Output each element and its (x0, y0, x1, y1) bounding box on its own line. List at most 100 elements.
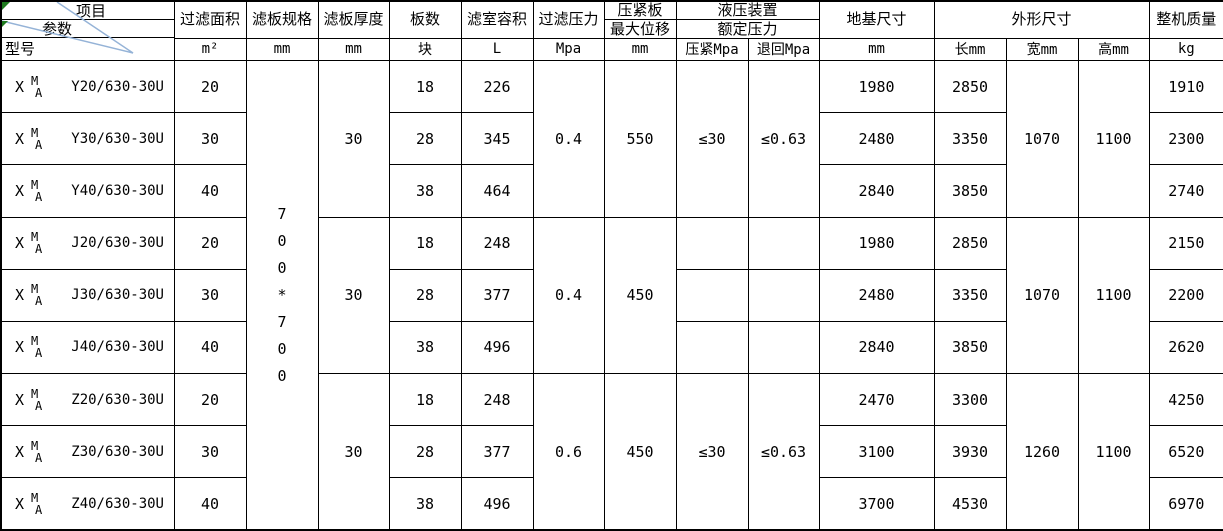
thickness-cell: 30 (317, 216, 390, 375)
model-sup: M (31, 386, 39, 401)
height-cell: 1100 (1077, 60, 1150, 218)
model-prefix: X (15, 338, 25, 357)
model-sup: M (31, 73, 39, 88)
model-prefix: X (15, 129, 25, 148)
length-cell: 3850 (933, 320, 1007, 375)
area-cell: 30 (173, 112, 247, 166)
model-sub: A (35, 190, 43, 204)
model-sup: M (31, 178, 39, 192)
plate-count-cell: 38 (388, 477, 462, 531)
pressure-cell: 0.6 (532, 373, 605, 531)
header-total-mass: 整机质量 (1148, 0, 1223, 39)
foundation-cell: 1980 (818, 216, 935, 270)
foundation-cell: 2480 (818, 112, 935, 166)
width-cell: 1070 (1005, 60, 1079, 218)
header-rated-pressure: 额定压力 (675, 19, 820, 39)
model-cell: X M A Y20/630-30U (0, 60, 175, 114)
foundation-cell: 1980 (818, 60, 935, 114)
plate-count-cell: 18 (388, 60, 462, 114)
foundation-cell: 2470 (818, 372, 935, 427)
corner-box: 项目 参数 型号 (2, 2, 173, 60)
volume-cell: 226 (460, 60, 534, 114)
plate-count-cell: 18 (388, 216, 462, 270)
plate-count-cell: 28 (388, 425, 462, 479)
unit-filter-pressure: Mpa (532, 37, 605, 62)
header-press-plate: 压紧板 (603, 0, 677, 21)
area-cell: 40 (173, 320, 247, 375)
area-cell: 20 (173, 372, 247, 427)
clamp-pressure-cell (675, 268, 749, 322)
width-cell: 1070 (1005, 216, 1079, 375)
displacement-cell: 550 (603, 60, 677, 218)
unit-chamber-volume: L (460, 37, 534, 62)
model-prefix: X (15, 77, 25, 96)
unit-total-mass: kg (1148, 37, 1223, 62)
mass-cell: 2620 (1148, 320, 1223, 375)
model-prefix: X (15, 182, 25, 200)
volume-cell: 248 (460, 372, 534, 427)
foundation-cell: 3100 (818, 425, 935, 479)
length-cell: 3850 (933, 164, 1007, 218)
model-number: J30/630-30U (71, 287, 164, 304)
model-sup: M (31, 438, 39, 453)
clamp-pressure-cell (675, 320, 749, 375)
corner-header-cell: 项目 参数 型号 (0, 0, 175, 62)
volume-cell: 496 (460, 320, 534, 375)
header-plate-spec: 滤板规格 (245, 0, 319, 39)
corner-label-parameter: 参数 (42, 20, 73, 39)
header-foundation: 地基尺寸 (818, 0, 935, 39)
mass-cell: 2300 (1148, 112, 1223, 166)
header-overall-size: 外形尺寸 (933, 0, 1150, 39)
height-cell: 1100 (1077, 216, 1150, 375)
model-cell: X M A J30/630-30U (0, 268, 175, 322)
model-sup: M (31, 282, 39, 297)
model-cell: X M A Z40/630-30U (0, 477, 175, 531)
clamp-pressure-cell: ≤30 (675, 60, 749, 218)
displacement-cell: 450 (603, 216, 677, 375)
length-cell: 3300 (933, 372, 1007, 427)
model-prefix: X (15, 390, 25, 409)
model-sub: A (35, 346, 43, 361)
length-cell: 3350 (933, 112, 1007, 166)
model-sub: A (35, 85, 43, 100)
area-cell: 30 (173, 268, 247, 322)
unit-plate-spec: mm (245, 37, 319, 62)
height-cell: 1100 (1077, 373, 1150, 531)
model-cell: X M A J40/630-30U (0, 320, 175, 375)
model-number: Z40/630-30U (71, 495, 164, 512)
mass-cell: 6970 (1148, 477, 1223, 531)
unit-filter-area: m² (173, 37, 247, 62)
area-cell: 20 (173, 216, 247, 270)
corner-divider-line (2, 37, 173, 39)
foundation-cell: 2840 (818, 164, 935, 218)
model-prefix: X (15, 286, 25, 305)
model-sup: M (31, 334, 39, 349)
model-number: Y20/630-30U (71, 78, 164, 95)
model-cell: X M A J20/630-30U (0, 216, 175, 270)
thickness-cell: 30 (317, 373, 390, 531)
volume-cell: 377 (460, 268, 534, 322)
corner-label-item: 项目 (76, 2, 107, 21)
model-prefix: X (15, 442, 25, 461)
model-sup: M (31, 490, 39, 505)
mass-cell: 2200 (1148, 268, 1223, 322)
excel-error-triangle-icon (2, 2, 10, 11)
plate-count-cell: 18 (388, 372, 462, 427)
plate-count-cell: 38 (388, 320, 462, 375)
model-cell: X M A Z30/630-30U (0, 425, 175, 479)
foundation-cell: 2480 (818, 268, 935, 322)
model-cell: X M A Z20/630-30U (0, 372, 175, 427)
corner-divider-line (2, 19, 173, 21)
return-pressure-cell: ≤0.63 (747, 373, 820, 531)
foundation-cell: 2840 (818, 320, 935, 375)
model-cell: X M A Y40/630-30U (0, 164, 175, 218)
header-filter-pressure: 过滤压力 (532, 0, 605, 39)
header-hydraulic: 液压装置 (675, 0, 820, 21)
model-number: Z20/630-30U (71, 391, 164, 408)
mass-cell: 2150 (1148, 216, 1223, 270)
unit-max-displacement: mm (603, 37, 677, 62)
mass-cell: 2740 (1148, 164, 1223, 218)
return-pressure-cell: ≤0.63 (747, 60, 820, 218)
area-cell: 40 (173, 164, 247, 218)
foundation-cell: 3700 (818, 477, 935, 531)
